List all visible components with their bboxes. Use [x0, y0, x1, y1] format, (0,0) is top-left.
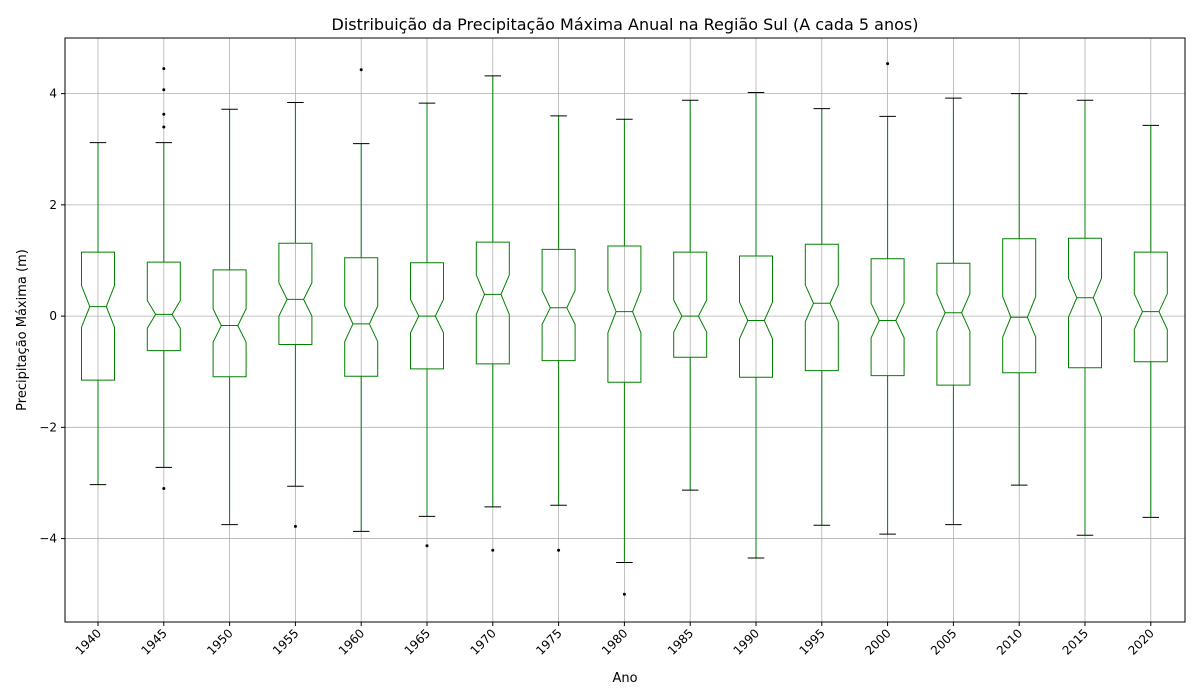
y-tick-label: 4: [49, 87, 57, 101]
notched-box: [278, 242, 313, 345]
plot-frame: [64, 37, 1186, 623]
box-1950: [212, 108, 247, 526]
x-tick-label: 1955: [270, 626, 301, 657]
box-1970: [475, 75, 510, 552]
y-tick-label: 0: [49, 309, 57, 323]
box-2020: [1133, 124, 1168, 518]
x-axis-title: Ano: [612, 671, 637, 686]
box-1975: [541, 115, 576, 552]
notched-box: [541, 248, 576, 362]
x-tick-label: 1960: [336, 626, 367, 657]
outlier-point: [491, 548, 495, 552]
x-tick-label: 1965: [402, 626, 433, 657]
notched-box: [475, 241, 510, 365]
x-tick-label: 2005: [928, 626, 959, 657]
x-tick-label: 1970: [467, 626, 498, 657]
x-tick-label: 1950: [204, 626, 235, 657]
x-tick-label: 1985: [665, 626, 696, 657]
y-tick-label: −2: [39, 420, 57, 434]
outlier-point: [162, 88, 166, 92]
notched-box: [870, 258, 905, 377]
x-tick-label: 2015: [1060, 626, 1091, 657]
outlier-point: [162, 487, 166, 491]
box-2000: [870, 62, 905, 535]
outlier-point: [425, 544, 429, 548]
notched-box: [936, 262, 971, 386]
outlier-point: [162, 125, 166, 129]
x-tick-label: 1980: [599, 626, 630, 657]
box-1980: [607, 118, 642, 596]
x-tick-label: 1995: [796, 626, 827, 657]
outlier-point: [293, 524, 297, 528]
notched-box: [1002, 238, 1037, 374]
notched-box: [1133, 251, 1168, 363]
x-tick-label: 2020: [1125, 626, 1156, 657]
box-1985: [673, 99, 708, 491]
notched-box: [344, 257, 379, 377]
box-series: [81, 62, 1168, 596]
x-tick-label: 2010: [994, 626, 1025, 657]
notched-box: [673, 251, 708, 358]
x-tick-label: 2000: [862, 626, 893, 657]
grid-lines: [65, 38, 1185, 622]
notched-box: [410, 262, 444, 370]
box-1990: [739, 92, 773, 559]
box-1960: [344, 68, 379, 532]
x-tick-label: 1945: [138, 626, 169, 657]
outlier-point: [162, 67, 166, 71]
box-1995: [804, 108, 839, 526]
y-tick-label: 2: [49, 198, 57, 212]
chart-title: Distribuição da Precipitação Máxima Anua…: [332, 15, 919, 34]
notched-box: [739, 255, 773, 378]
notched-box: [607, 245, 642, 383]
box-1940: [81, 142, 115, 486]
y-axis-title: Precipitação Máxima (m): [15, 249, 30, 411]
outlier-point: [886, 62, 890, 66]
box-1965: [410, 102, 444, 548]
axis-ticks: −4 −2 0 2 4 1940 1945 1950 1955 1960 1965 1970 1975 1…: [39, 87, 1157, 658]
notched-box: [81, 251, 115, 381]
notched-box: [146, 261, 181, 352]
notched-box: [212, 269, 247, 378]
box-2015: [1068, 99, 1102, 536]
x-tick-label: 1990: [731, 626, 762, 657]
box-2005: [936, 97, 971, 526]
outlier-point: [359, 68, 363, 72]
outlier-point: [162, 112, 166, 116]
box-1955: [278, 102, 313, 528]
x-tick-label: 1940: [73, 626, 104, 657]
box-2010: [1002, 93, 1037, 486]
x-tick-label: 1975: [533, 626, 564, 657]
outlier-point: [557, 548, 561, 552]
notched-box: [1068, 237, 1102, 369]
box-1945: [146, 67, 181, 491]
y-tick-label: −4: [39, 532, 57, 546]
outlier-point: [622, 592, 626, 596]
notched-box: [804, 243, 839, 372]
